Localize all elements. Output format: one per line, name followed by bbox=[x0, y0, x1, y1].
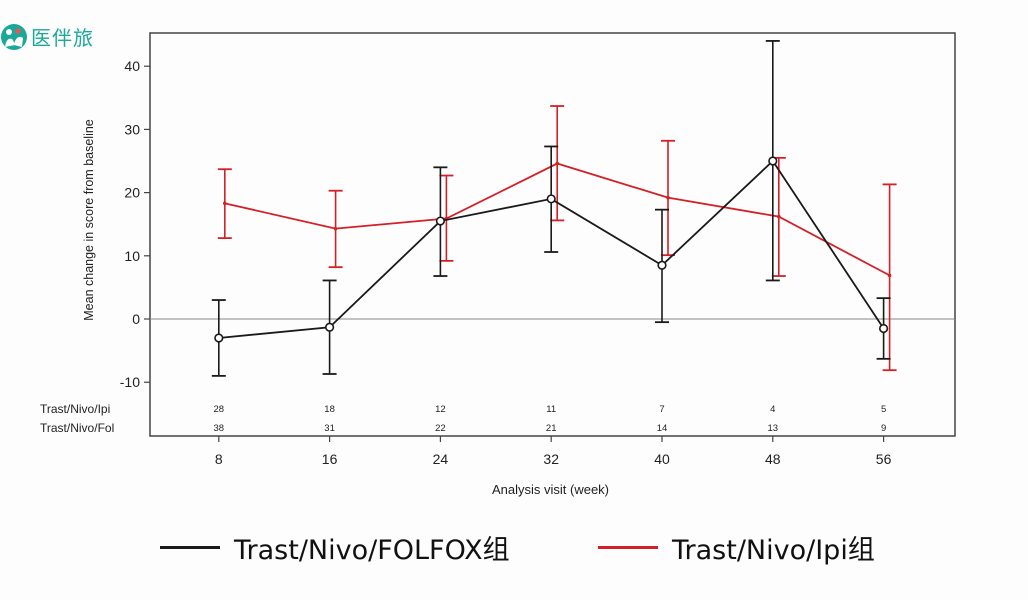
x-tick-label: 40 bbox=[654, 451, 670, 467]
n-at-risk-row-label: Trast/Nivo/Fol bbox=[40, 421, 114, 435]
x-axis-title: Analysis visit (week) bbox=[492, 482, 609, 497]
ipi-point bbox=[666, 195, 670, 200]
chart-canvas: -10 0 10 20 30 40 8 16 24 32 40 48 56 Analysis visit … bbox=[40, 32, 956, 497]
legend-item-ipi: Trast/Nivo/Ipi组 bbox=[598, 524, 875, 570]
y-tick-label: 30 bbox=[124, 121, 140, 137]
n-at-risk-value: 22 bbox=[435, 423, 446, 434]
legend-swatch-ipi bbox=[598, 545, 658, 549]
x-tick-label: 8 bbox=[215, 451, 223, 467]
fol-point bbox=[435, 216, 446, 226]
n-at-risk-value: 14 bbox=[657, 423, 668, 434]
legend-item-folfox: Trast/Nivo/FOLFOX组 bbox=[160, 524, 510, 570]
legend-label-folfox: Trast/Nivo/FOLFOX组 bbox=[234, 534, 510, 566]
y-tick-label: 20 bbox=[124, 185, 140, 201]
x-tick-label: 56 bbox=[876, 451, 892, 467]
ipi-point bbox=[777, 214, 781, 219]
n-at-risk-row-label: Trast/Nivo/Ipi bbox=[40, 402, 110, 416]
n-at-risk-value: 13 bbox=[768, 423, 779, 434]
legend: Trast/Nivo/FOLFOX组 Trast/Nivo/Ipi组 bbox=[0, 524, 1028, 570]
n-at-risk-value: 21 bbox=[546, 423, 557, 434]
fol-point bbox=[325, 322, 335, 332]
y-axis-title: Mean change in score from baseline bbox=[82, 119, 96, 321]
n-at-risk-value: 18 bbox=[324, 404, 335, 415]
ipi-point bbox=[333, 226, 338, 231]
n-at-risk-value: 5 bbox=[881, 404, 886, 415]
n-at-risk-value: 4 bbox=[770, 404, 775, 415]
ipi-point bbox=[887, 273, 892, 278]
legend-swatch-folfox bbox=[160, 545, 220, 549]
x-tick-label: 24 bbox=[433, 451, 449, 467]
fol-point bbox=[546, 194, 556, 204]
n-at-risk-value: 7 bbox=[659, 404, 664, 415]
n-at-risk-value: 11 bbox=[546, 404, 556, 415]
n-at-risk-value: 9 bbox=[881, 423, 886, 434]
n-at-risk-value: 38 bbox=[214, 423, 225, 434]
brand-name: 医伴旅 bbox=[31, 26, 94, 50]
fol-point bbox=[768, 156, 778, 166]
fol-point bbox=[214, 333, 224, 343]
x-tick-label: 48 bbox=[765, 451, 781, 467]
y-tick-label: 0 bbox=[132, 311, 140, 327]
x-tick-label: 16 bbox=[322, 451, 338, 467]
n-at-risk-value: 31 bbox=[324, 423, 335, 434]
brand-logo-icon bbox=[1, 23, 27, 50]
y-tick-label: 10 bbox=[124, 248, 140, 264]
n-at-risk-value: 28 bbox=[214, 404, 225, 415]
y-tick-label: -10 bbox=[120, 374, 140, 390]
plot-frame bbox=[149, 32, 956, 437]
ipi-point bbox=[223, 201, 227, 206]
fol-point bbox=[657, 260, 667, 270]
ipi-point bbox=[555, 161, 559, 166]
n-at-risk-value: 12 bbox=[435, 404, 446, 415]
legend-label-ipi: Trast/Nivo/Ipi组 bbox=[672, 534, 875, 566]
brand-watermark: 医伴旅 bbox=[0, 22, 94, 51]
x-tick-label: 32 bbox=[543, 451, 559, 467]
y-tick-label: 40 bbox=[124, 58, 140, 74]
fol-point bbox=[878, 323, 889, 334]
